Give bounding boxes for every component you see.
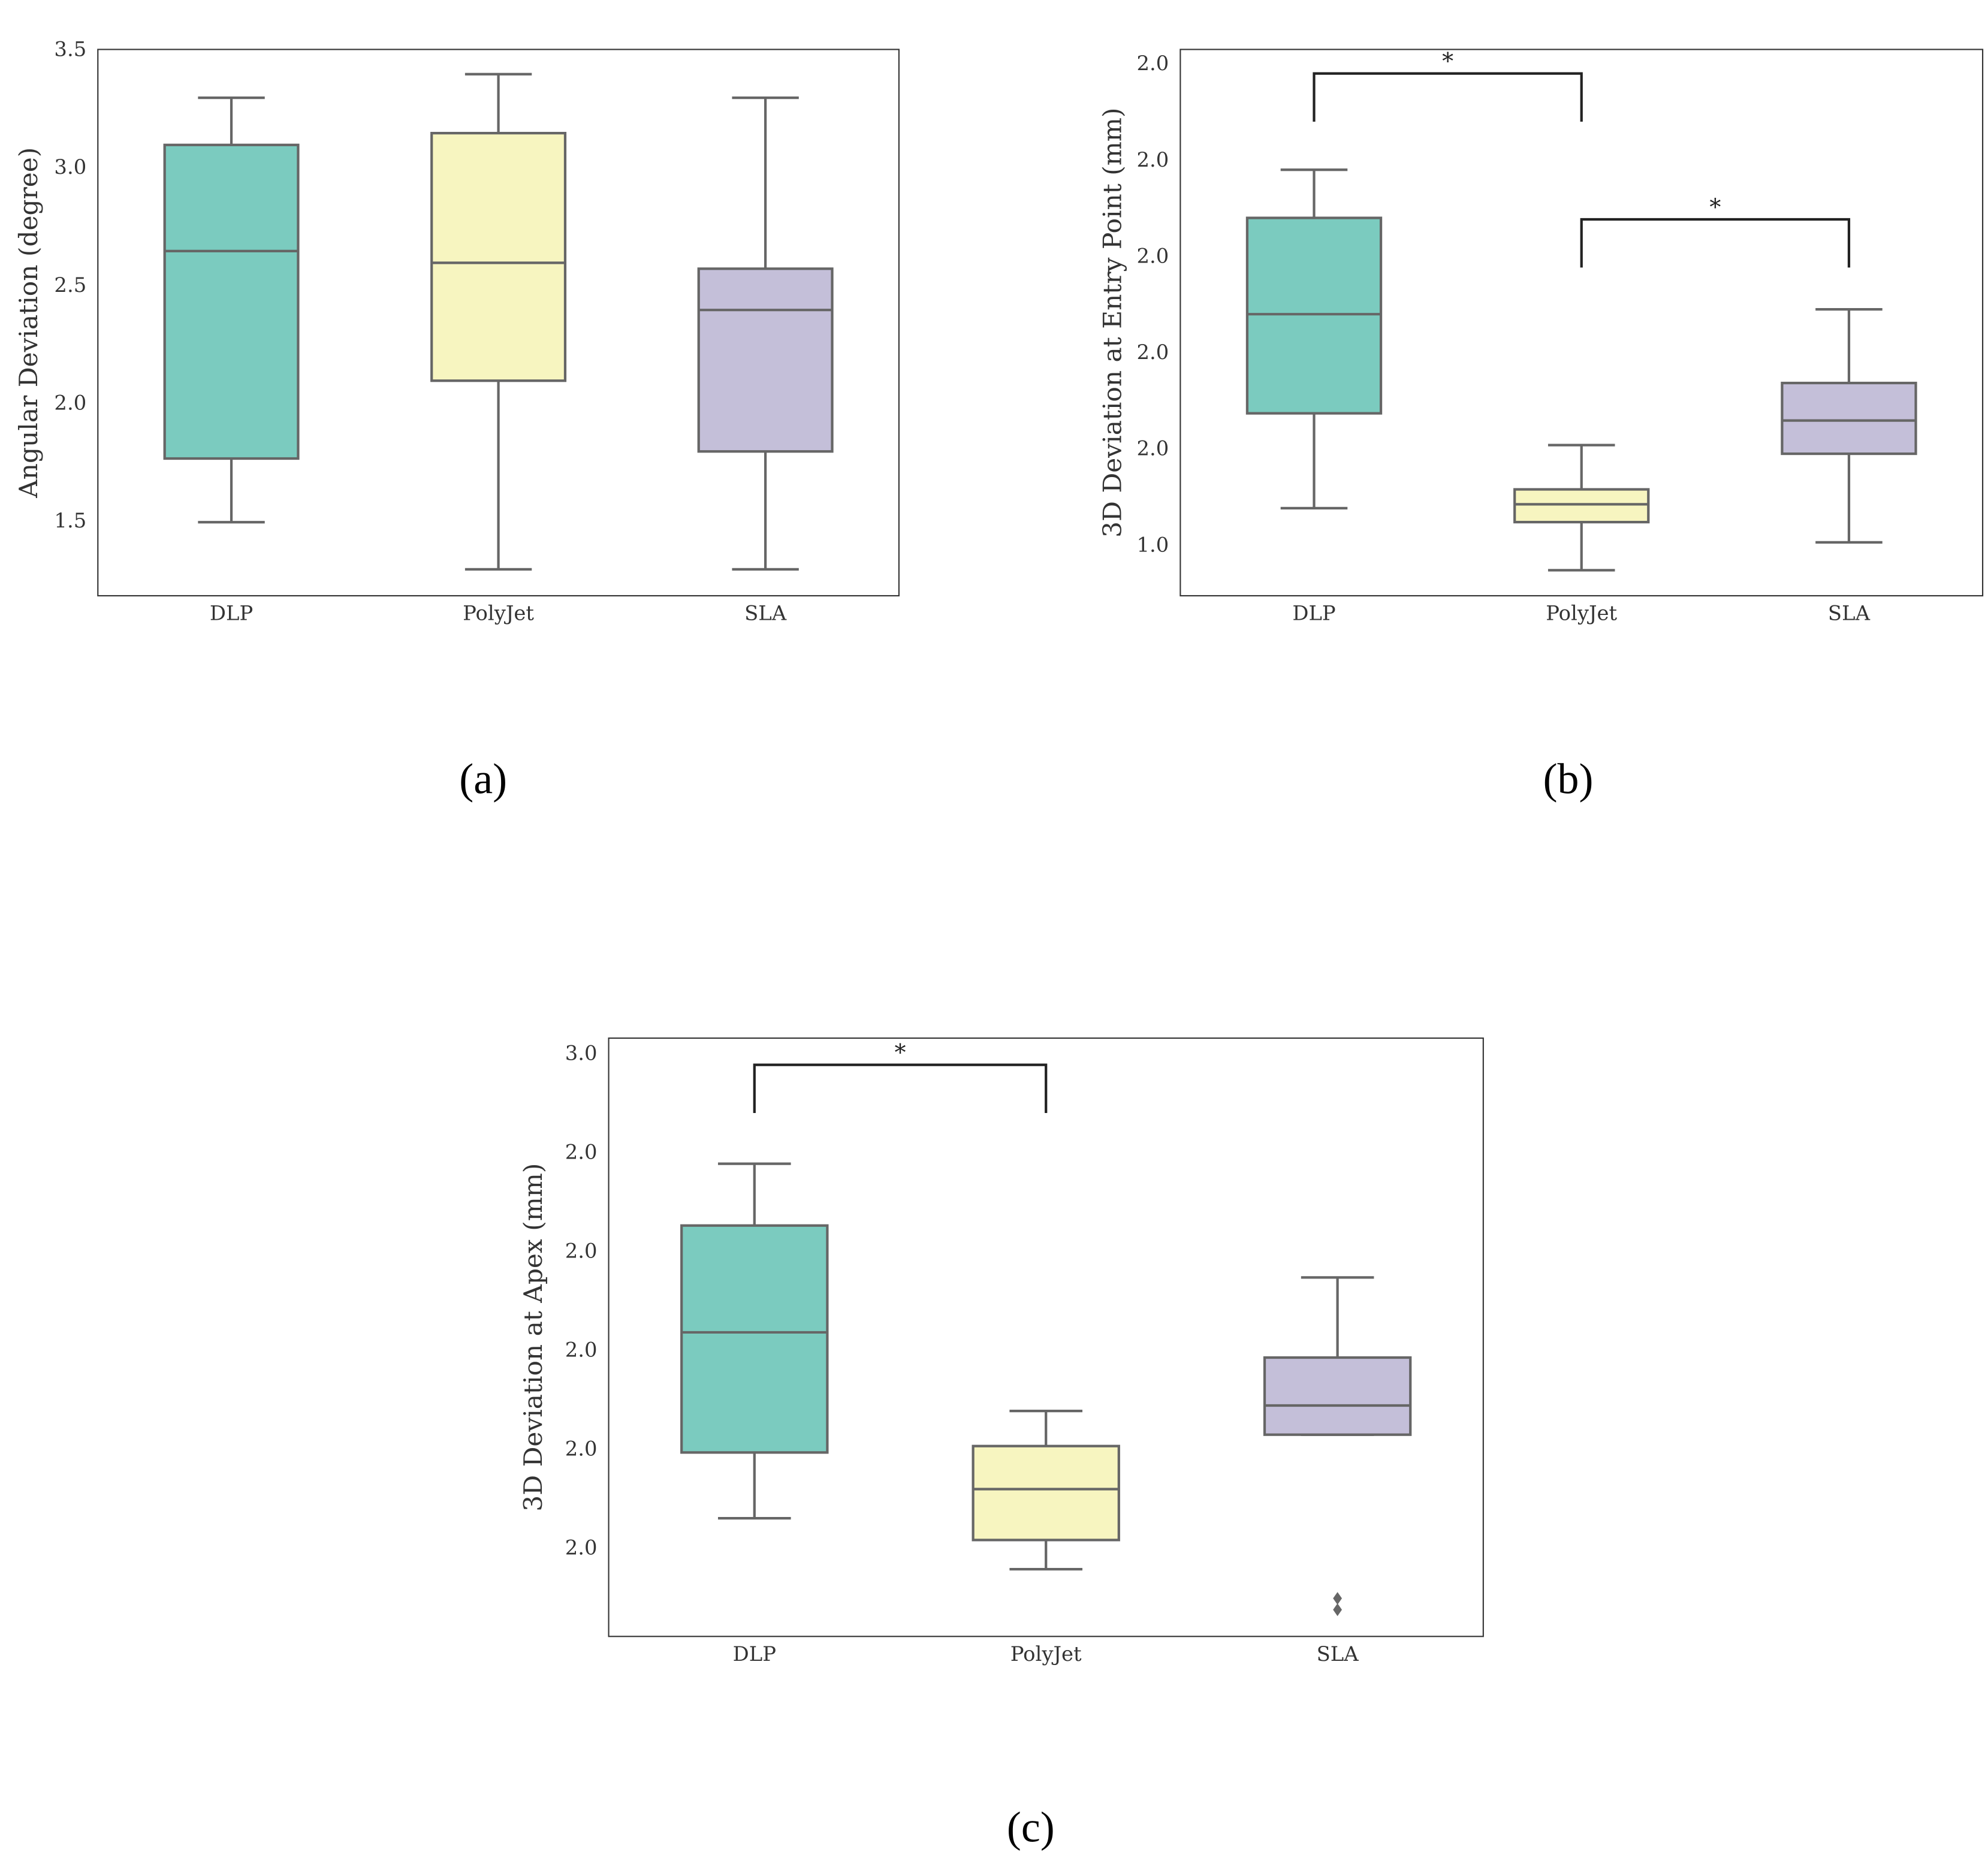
- box: [1245, 216, 1383, 415]
- y-axis-label: 3D Deviation at Entry Point (mm): [1097, 108, 1127, 538]
- x-tick-label: DLP: [733, 1642, 776, 1666]
- significance-bracket: [1580, 218, 1851, 268]
- x-tick-label: SLA: [1828, 602, 1871, 625]
- significance-star: *: [1709, 194, 1721, 221]
- panel-label: (c): [1007, 1803, 1055, 1851]
- y-tick-label: 2.0: [1137, 148, 1169, 171]
- panel-label: (b): [1543, 755, 1594, 803]
- y-tick-label: 2.0: [1137, 52, 1169, 75]
- plot-frame: [1179, 49, 1984, 597]
- significance-star: *: [894, 1039, 906, 1066]
- significance-bracket: [753, 1063, 1048, 1113]
- panel-label: (a): [459, 755, 507, 803]
- significance-star: *: [1442, 48, 1453, 74]
- box: [972, 1444, 1120, 1542]
- box: [697, 267, 834, 453]
- x-tick-label: PolyJet: [1546, 602, 1617, 625]
- box: [1513, 488, 1650, 524]
- y-tick-label: 2.0: [1137, 244, 1169, 267]
- box: [1781, 381, 1917, 456]
- y-tick-label: 3.0: [565, 1041, 598, 1064]
- y-tick-label: 2.0: [565, 1140, 598, 1163]
- y-tick-label: 2.0: [1137, 437, 1169, 460]
- significance-bracket: [1313, 72, 1583, 122]
- x-tick-label: SLA: [744, 602, 787, 625]
- y-tick-label: 2.0: [1137, 340, 1169, 364]
- y-tick-label: 3.0: [54, 155, 86, 179]
- box: [680, 1224, 829, 1454]
- y-tick-label: 3.5: [54, 37, 86, 61]
- y-tick-label: 2.0: [54, 391, 86, 415]
- outlier: [1333, 1603, 1343, 1616]
- y-tick-label: 1.0: [1137, 533, 1169, 556]
- plot-frame: [608, 1037, 1484, 1637]
- y-tick-label: 1.5: [54, 509, 86, 532]
- y-tick-label: 2.0: [565, 1437, 598, 1460]
- outlier: [1333, 1592, 1343, 1605]
- y-tick-label: 2.5: [54, 273, 86, 297]
- x-tick-label: PolyJet: [463, 602, 534, 625]
- y-tick-label: 2.0: [565, 1338, 598, 1361]
- y-tick-label: 2.0: [565, 1239, 598, 1262]
- y-tick-label: 2.0: [565, 1536, 598, 1559]
- x-tick-label: DLP: [210, 602, 253, 625]
- y-axis-label: 3D Deviation at Apex (mm): [518, 1163, 548, 1512]
- box: [430, 132, 567, 382]
- plot-frame: [97, 49, 900, 597]
- y-axis-label: Angular Deviation (degree): [14, 147, 43, 499]
- x-tick-label: DLP: [1292, 602, 1335, 625]
- x-tick-label: SLA: [1317, 1642, 1359, 1666]
- x-tick-label: PolyJet: [1010, 1642, 1082, 1666]
- box: [1263, 1356, 1412, 1436]
- box: [163, 143, 300, 460]
